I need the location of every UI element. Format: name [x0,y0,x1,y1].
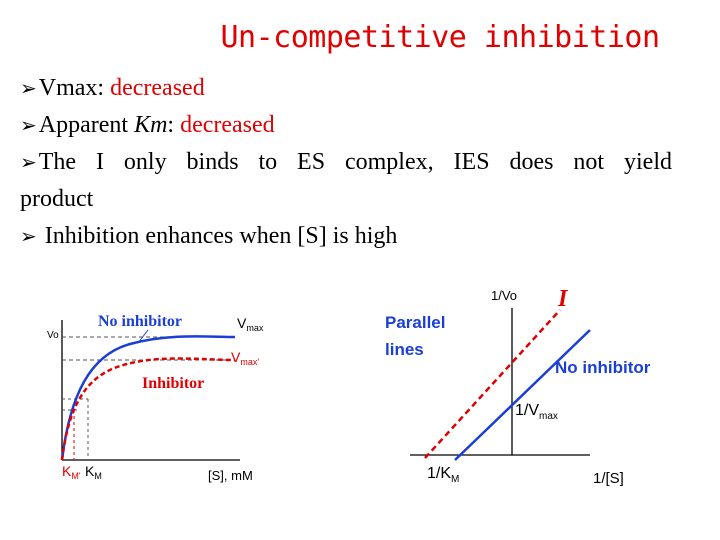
bullet-binding-line2: product [20,186,94,212]
lineweaver-burk-plot: 1/Vo Parallel lines I No inhibitor 1/Vma… [385,286,651,487]
bullet-enhance: ➢ Inhibition enhances when [S] is high [20,218,672,255]
x-axis-label: 1/[S] [593,470,624,487]
x-intercept-label: 1/KM [427,465,459,485]
inhibitor-label: I [557,286,569,312]
parallel-label-1: Parallel [385,313,446,332]
bullet-vmax-label: Vmax: [38,75,105,101]
bullet-km-label: Apparent [38,112,135,138]
parallel-label-2: lines [385,340,424,359]
arrow-bullet-icon: ➢ [20,113,37,137]
page-title: Un-competitive inhibition [220,20,660,55]
no-inhibitor-curve [60,335,236,461]
x-axis-label: [S], mM [208,468,253,483]
no-inhibitor-label: No inhibitor [98,313,182,330]
bullet-km-symbol: Km [134,112,168,138]
bullet-km-value: decreased [174,112,275,138]
bullet-vmax: ➢Vmax: decreased [20,70,672,107]
bullet-binding: ➢The I only binds to ES complex, IES doe… [20,144,672,218]
bullet-binding-line1: ➢The I only binds to ES complex, IES doe… [20,149,672,175]
bullet-km: ➢Apparent Km: decreased [20,107,672,144]
arrow-bullet-icon: ➢ [20,76,37,100]
inhibitor-line [424,309,561,459]
arrow-bullet-icon: ➢ [20,150,37,174]
bullet-enhance-text: Inhibition enhances when [S] is high [38,223,398,249]
km-label: KM [85,463,102,481]
y-axis-label: 1/Vo [491,288,517,303]
michaelis-menten-plot: Vo No inhibitor Inhibitor Vmax Vmax' KM'… [47,313,264,483]
no-inhibitor-pointer [137,329,149,344]
bullet-list: ➢Vmax: decreased ➢Apparent Km: decreased… [20,70,672,255]
y-axis-label: Vo [47,330,59,341]
bullet-km-sep: : [167,112,175,138]
vmax-label: Vmax [237,315,264,333]
no-inhibitor-label: No inhibitor [555,358,651,377]
vmax-prime-label: Vmax' [231,349,259,367]
km-prime-label: KM' [62,463,81,481]
no-inhibitor-line [454,329,591,461]
arrow-bullet-icon: ➢ [20,224,37,248]
y-intercept-label: 1/Vmax [515,402,558,422]
inhibitor-label: Inhibitor [142,375,204,392]
bullet-vmax-value: decreased [110,75,205,101]
